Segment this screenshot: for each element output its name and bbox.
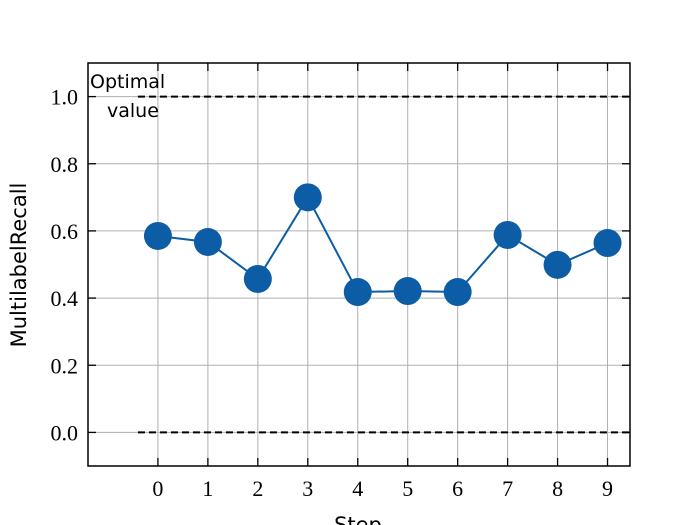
y-tick-label: 0.8 — [51, 152, 79, 177]
point — [293, 183, 322, 212]
point — [493, 220, 522, 249]
x-axis-label: Step — [334, 513, 382, 525]
point — [443, 278, 472, 307]
point — [143, 221, 172, 250]
x-tick-label: 6 — [452, 476, 463, 501]
x-tick-label: 0 — [152, 476, 163, 501]
series-line — [157, 195, 608, 294]
x-tick-label: 9 — [602, 476, 613, 501]
point — [593, 229, 622, 258]
point — [543, 250, 572, 279]
y-tick-label: 0.0 — [51, 420, 79, 445]
annotation: Optimal — [90, 71, 165, 93]
plot-frame — [87, 62, 631, 467]
x-tick-label: 4 — [352, 476, 363, 501]
point — [193, 227, 222, 256]
y-tick-label: 0.6 — [51, 219, 79, 244]
y-axis-label: MultilabelRecall — [7, 183, 31, 348]
x-tick-label: 2 — [252, 476, 263, 501]
point — [243, 264, 272, 293]
x-tick-label: 8 — [552, 476, 563, 501]
x-tick-label: 3 — [302, 476, 313, 501]
annotation: value — [107, 100, 159, 122]
y-tick-label: 0.2 — [51, 353, 79, 378]
x-tick-label: 5 — [402, 476, 413, 501]
x-tick-label: 1 — [202, 476, 213, 501]
point — [393, 277, 422, 306]
y-tick-label: 1.0 — [51, 85, 79, 110]
y-tick-label: 0.4 — [51, 286, 79, 311]
point — [343, 278, 372, 307]
x-tick-label: 7 — [502, 476, 513, 501]
